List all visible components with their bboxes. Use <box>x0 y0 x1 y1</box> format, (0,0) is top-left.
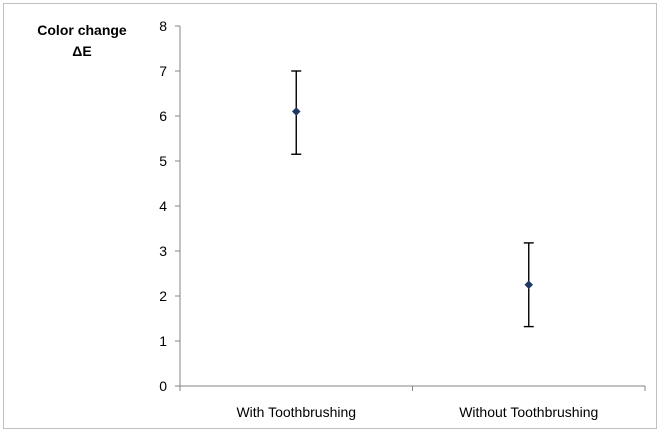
y-ticks: 0 1 2 3 4 5 6 7 8 <box>159 18 180 394</box>
y-tick-label: 7 <box>159 63 167 79</box>
y-tick-label: 4 <box>159 198 167 214</box>
data-marks <box>291 70 534 328</box>
axes <box>179 26 645 387</box>
y-axis-label-line-2: ΔE <box>72 43 91 59</box>
y-tick-label: 0 <box>159 378 167 394</box>
y-tick-label: 2 <box>159 288 167 304</box>
y-tick-label: 5 <box>159 153 167 169</box>
y-tick-label: 1 <box>159 333 167 349</box>
data-point-diamond <box>291 107 301 116</box>
data-point-diamond <box>524 280 534 290</box>
x-category-label: With Toothbrushing <box>236 404 356 420</box>
x-category-label: Without Toothbrushing <box>459 404 598 420</box>
y-axis-label-line-1: Color change <box>37 22 127 38</box>
chart-frame <box>3 3 657 429</box>
x-ticks: With Toothbrushing Without Toothbrushing <box>179 386 646 420</box>
y-tick-label: 3 <box>159 243 167 259</box>
y-tick-label: 8 <box>159 18 167 34</box>
y-tick-label: 6 <box>159 108 167 124</box>
